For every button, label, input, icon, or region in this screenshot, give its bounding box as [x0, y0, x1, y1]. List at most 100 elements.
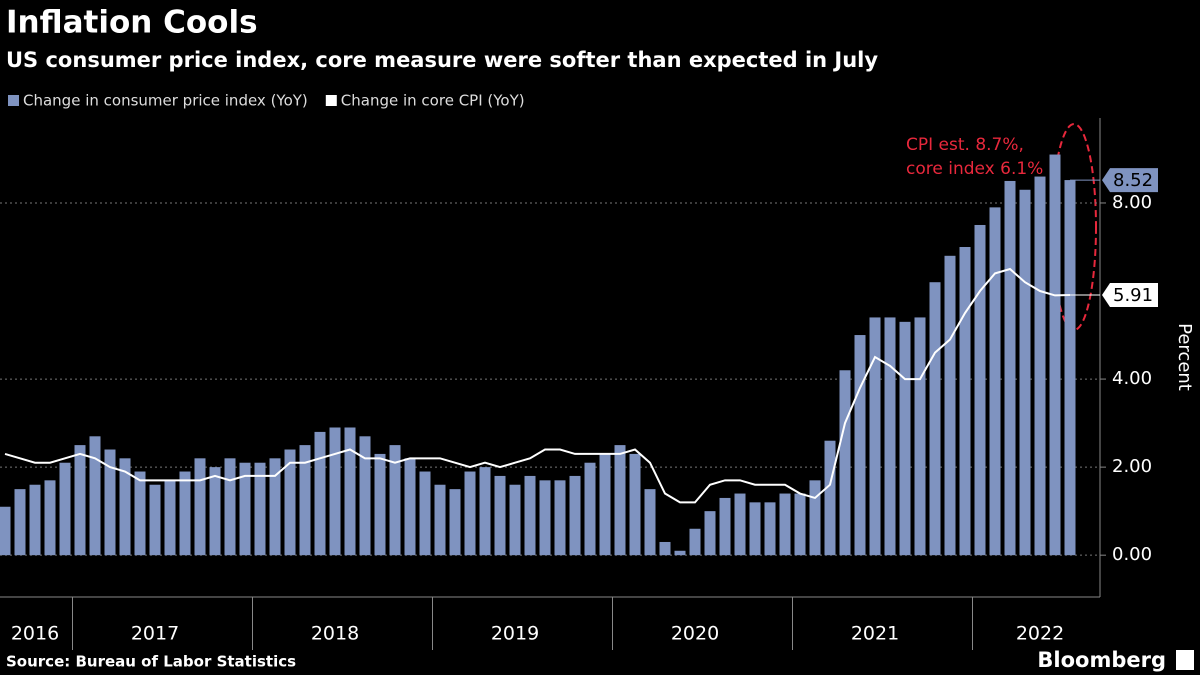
x-tick-label: 2020	[671, 623, 719, 645]
y-tick-label: 8.00	[1112, 192, 1152, 213]
annotation: CPI est. 8.7%,	[906, 135, 1024, 155]
bar	[629, 453, 641, 556]
end-value-label: 5.91	[1113, 285, 1153, 306]
bar	[329, 427, 341, 556]
legend-label: Change in core CPI (YoY)	[341, 92, 525, 110]
bar	[509, 484, 521, 556]
bar	[689, 528, 701, 556]
annotation: core index 6.1%	[906, 159, 1043, 179]
bar	[794, 493, 806, 556]
bar	[569, 475, 581, 556]
bar	[179, 471, 191, 556]
bar	[434, 484, 446, 556]
legend: Change in consumer price index (YoY) Chan…	[8, 92, 525, 110]
bar	[989, 207, 1001, 556]
bar	[209, 467, 221, 556]
brand-icon	[1176, 650, 1194, 670]
bar	[899, 321, 911, 556]
bar	[134, 471, 146, 556]
x-tick-label: 2016	[11, 623, 59, 645]
x-tick-label: 2019	[491, 623, 539, 645]
y-tick-label: 0.00	[1112, 544, 1152, 565]
bar	[314, 431, 326, 556]
bar	[944, 255, 956, 556]
y-tick-label: 2.00	[1112, 456, 1152, 477]
bar	[119, 458, 131, 556]
bar	[0, 506, 11, 556]
bar	[1064, 180, 1076, 556]
y-tick-label: 4.00	[1112, 368, 1152, 389]
bar	[269, 458, 281, 556]
bar	[59, 462, 71, 556]
bar	[644, 489, 656, 556]
x-tick-label: 2017	[131, 623, 179, 645]
bar	[869, 317, 881, 556]
end-label-box	[1102, 168, 1158, 193]
bar	[584, 462, 596, 556]
source: Source: Bureau of Labor Statistics	[6, 653, 296, 671]
bar	[959, 246, 971, 556]
bar	[1034, 176, 1046, 556]
bar	[74, 445, 86, 556]
bar	[659, 541, 671, 556]
bar	[779, 493, 791, 556]
bar	[1019, 189, 1031, 556]
x-tick-label: 2022	[1016, 623, 1064, 645]
end-label-box	[1102, 282, 1158, 307]
legend-swatch	[8, 95, 19, 106]
bar	[194, 458, 206, 556]
bar	[839, 370, 851, 556]
x-tick-label: 2018	[311, 623, 359, 645]
bar	[404, 458, 416, 556]
bar	[254, 462, 266, 556]
bar	[374, 453, 386, 556]
bar	[239, 462, 251, 556]
bar	[884, 317, 896, 556]
bar	[914, 317, 926, 556]
bar	[809, 480, 821, 556]
bar	[359, 436, 371, 556]
bar	[299, 445, 311, 556]
bar	[974, 224, 986, 556]
chart-subtitle: US consumer price index, core measure we…	[6, 48, 878, 72]
y-axis-label: Percent	[1174, 323, 1195, 391]
legend-swatch	[325, 95, 337, 106]
bar	[764, 502, 776, 556]
bar	[419, 471, 431, 556]
end-value-label: 8.52	[1113, 170, 1153, 191]
bar	[44, 480, 56, 556]
bar	[929, 282, 941, 556]
bar	[494, 475, 506, 556]
bar	[1049, 154, 1061, 556]
bar	[449, 489, 461, 556]
bar	[164, 480, 176, 556]
bar	[89, 436, 101, 556]
highlight-ellipse	[1051, 123, 1097, 331]
bar	[224, 458, 236, 556]
bar	[719, 497, 731, 556]
bar	[14, 489, 26, 556]
bar	[479, 467, 491, 556]
bar	[344, 427, 356, 556]
chart-title: Inflation Cools	[6, 5, 258, 41]
bar	[284, 449, 296, 556]
bar	[614, 445, 626, 556]
bar	[149, 484, 161, 556]
brand: Bloomberg	[1037, 648, 1166, 672]
bar	[539, 480, 551, 556]
bar	[674, 550, 686, 556]
bar	[749, 502, 761, 556]
bar	[854, 335, 866, 556]
bar	[389, 445, 401, 556]
legend-label: Change in consumer price index (YoY)	[23, 92, 308, 110]
bar	[599, 453, 611, 556]
bar	[554, 480, 566, 556]
bar	[29, 484, 41, 556]
bar	[824, 440, 836, 556]
bar	[464, 471, 476, 556]
x-tick-label: 2021	[851, 623, 899, 645]
bar	[104, 449, 116, 556]
bar	[1004, 180, 1016, 556]
bar	[734, 493, 746, 556]
